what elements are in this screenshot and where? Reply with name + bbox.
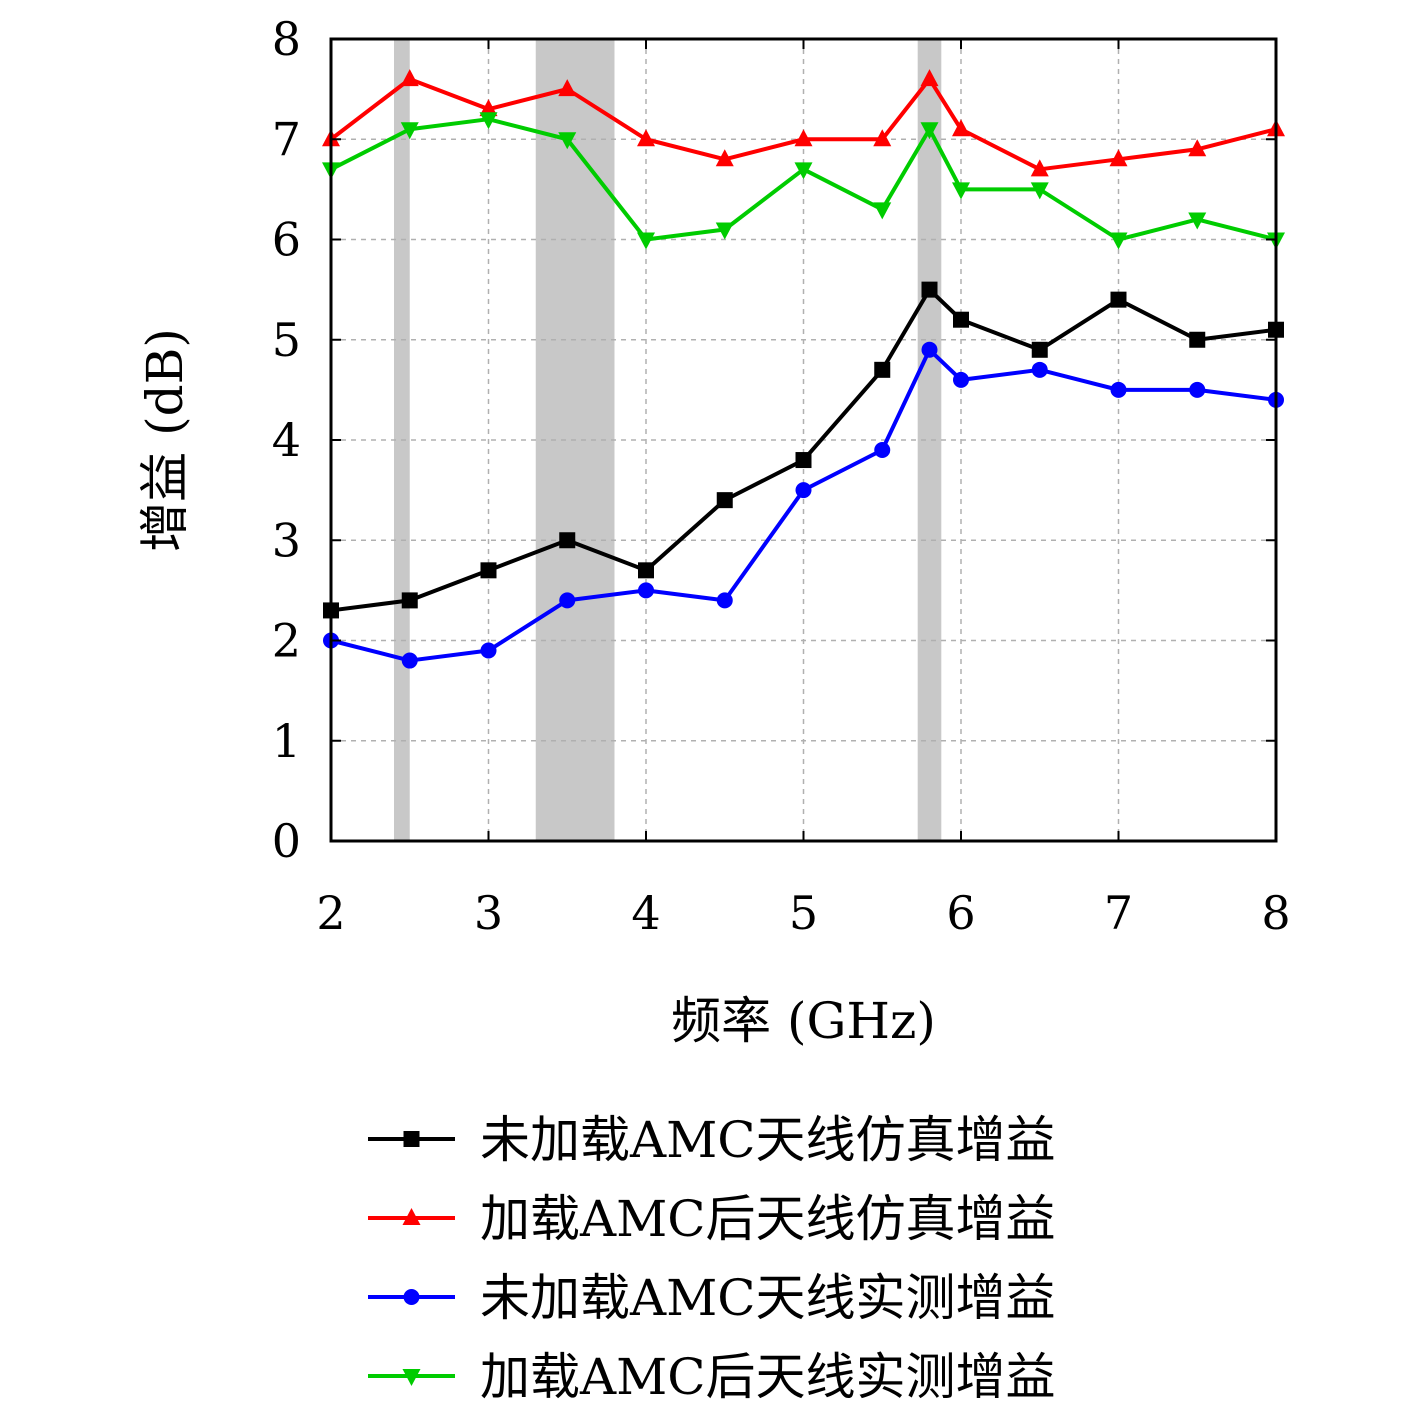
legend-label: 未加载AMC天线仿真增益 (480, 1111, 1056, 1169)
data-point (1031, 361, 1048, 378)
tick-labels: 2 3 4 5 6 7 8 0 1 2 3 4 5 6 7 8 (272, 12, 1291, 940)
data-point (873, 129, 892, 147)
data-point (558, 79, 577, 97)
data-point (795, 482, 812, 499)
data-point (794, 162, 813, 180)
y-tick-label: 7 (272, 112, 301, 166)
data-point (637, 129, 655, 147)
data-point (1188, 212, 1207, 230)
y-tick-label: 4 (272, 413, 301, 467)
data-point (1030, 159, 1049, 177)
data-point (716, 592, 733, 609)
y-tick-label: 2 (272, 614, 301, 668)
data-point (480, 642, 497, 659)
data-point (1110, 381, 1127, 398)
legend-item-3: 未加载AMC天线实测增益 (368, 1269, 1056, 1327)
y-tick-label: 8 (272, 12, 301, 66)
data-point (1189, 331, 1206, 348)
data-point (401, 592, 418, 609)
series-line (330, 117, 1277, 242)
y-tick-label: 5 (272, 313, 301, 367)
data-point (558, 132, 577, 150)
series-3 (323, 341, 1284, 669)
data-point (921, 341, 938, 358)
data-point (873, 202, 892, 220)
data-point (920, 122, 939, 140)
data-point (1031, 341, 1048, 358)
legend-marker (403, 1289, 420, 1305)
data-point (479, 112, 498, 130)
x-tick-label: 4 (631, 886, 660, 940)
data-point (638, 562, 654, 579)
data-point (920, 69, 939, 87)
data-point (795, 452, 812, 469)
x-tick-label: 8 (1261, 886, 1290, 940)
series-line (329, 77, 1277, 172)
y-tick-label: 3 (272, 513, 301, 567)
data-point (400, 122, 419, 140)
data-point (1030, 182, 1049, 200)
legend-item-1: 未加载AMC天线仿真增益 (368, 1111, 1056, 1169)
y-axis-label: 增益 (dB) (136, 328, 194, 552)
legend-label: 加载AMC后天线仿真增益 (480, 1190, 1056, 1248)
series-1 (323, 281, 1284, 619)
data-point (715, 222, 734, 240)
data-point (638, 582, 654, 599)
data-point (1110, 291, 1127, 308)
legend: 未加载AMC天线仿真增益加载AMC后天线仿真增益未加载AMC天线实测增益加载AM… (368, 1111, 1056, 1406)
x-tick-label: 7 (1104, 886, 1133, 940)
data-point (637, 232, 655, 250)
data-point (559, 592, 576, 609)
data-point (794, 129, 813, 147)
data-point (953, 371, 969, 388)
legend-marker (402, 1369, 421, 1386)
series-line (330, 287, 1277, 613)
y-tick-label: 6 (272, 213, 301, 267)
shaded-bands (394, 39, 942, 841)
data-point (952, 182, 970, 200)
legend-item-2: 加载AMC后天线仿真增益 (368, 1190, 1056, 1248)
legend-item-4: 加载AMC后天线实测增益 (368, 1348, 1056, 1406)
data-point (479, 99, 498, 117)
legend-label: 未加载AMC天线实测增益 (480, 1269, 1056, 1327)
x-axis-label: 频率 (GHz) (671, 992, 936, 1050)
data-point (874, 442, 891, 459)
legend-marker (403, 1131, 420, 1147)
x-tick-label: 6 (946, 886, 975, 940)
series-layer (322, 69, 1285, 669)
data-point (559, 532, 576, 549)
data-point (1188, 139, 1207, 157)
y-tick-label: 1 (272, 714, 301, 768)
data-point (1109, 232, 1128, 250)
data-point (480, 562, 497, 579)
x-tick-label: 3 (474, 886, 503, 940)
legend-label: 加载AMC后天线实测增益 (480, 1348, 1056, 1406)
data-point (1109, 149, 1128, 167)
data-point (400, 69, 419, 87)
data-point (1189, 381, 1206, 398)
data-point (716, 492, 733, 509)
data-point (874, 361, 891, 378)
x-tick-label: 2 (316, 886, 345, 940)
data-point (952, 119, 970, 137)
data-point (401, 652, 418, 669)
y-tick-label: 0 (272, 814, 301, 868)
data-point (715, 149, 734, 167)
legend-marker (402, 1208, 421, 1225)
data-point (921, 281, 938, 298)
data-point (953, 311, 969, 328)
x-tick-label: 5 (789, 886, 818, 940)
series-line (330, 347, 1277, 663)
